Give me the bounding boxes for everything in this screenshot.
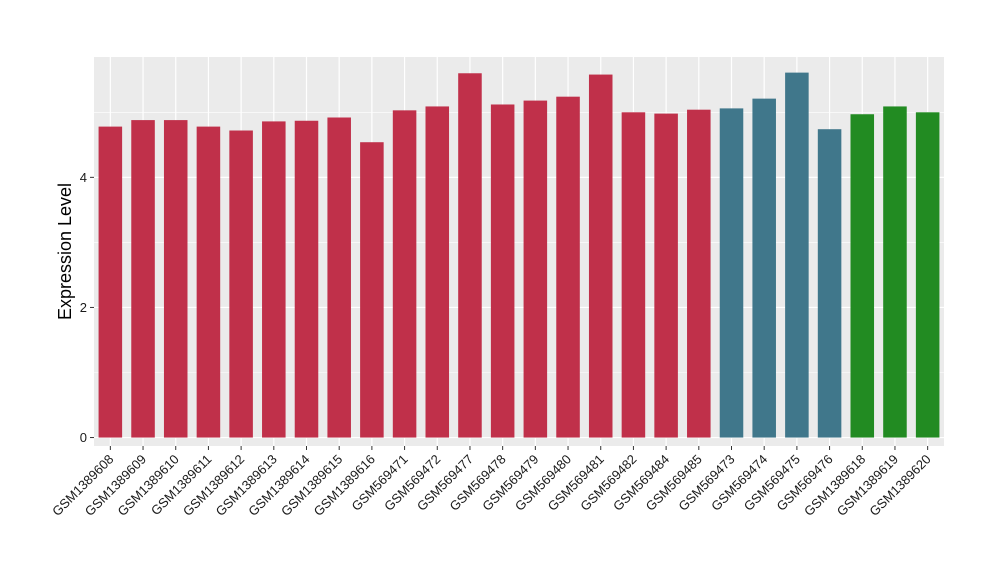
bar bbox=[915, 112, 940, 438]
plot-panel bbox=[94, 57, 944, 446]
y-tick-label: 2 bbox=[80, 300, 87, 315]
bar bbox=[229, 130, 253, 438]
bar bbox=[687, 109, 711, 438]
y-tick-label: 0 bbox=[80, 430, 87, 445]
bar bbox=[458, 73, 482, 438]
bar bbox=[392, 110, 417, 438]
bar bbox=[752, 98, 776, 438]
bar bbox=[621, 112, 646, 438]
bar bbox=[425, 106, 450, 438]
bar bbox=[817, 129, 842, 438]
bar bbox=[196, 126, 221, 438]
bar bbox=[163, 120, 188, 438]
bar bbox=[785, 72, 809, 438]
y-axis-title: Expression Level bbox=[55, 183, 75, 320]
bar bbox=[262, 121, 286, 438]
bar bbox=[556, 96, 580, 438]
bar bbox=[98, 126, 123, 438]
bar bbox=[654, 113, 678, 438]
y-tick-label: 4 bbox=[80, 170, 87, 185]
bar bbox=[327, 117, 351, 438]
bar bbox=[523, 100, 548, 438]
bar bbox=[490, 104, 515, 438]
bar bbox=[131, 120, 155, 438]
bars bbox=[98, 72, 940, 438]
bar bbox=[883, 106, 907, 438]
bar bbox=[719, 108, 744, 438]
bar bbox=[850, 114, 875, 438]
bar bbox=[294, 120, 319, 438]
bar bbox=[360, 142, 384, 438]
x-axis: GSM1389608GSM1389609GSM1389610GSM1389611… bbox=[49, 446, 934, 519]
bar bbox=[588, 74, 613, 438]
y-axis: 0 2 4 bbox=[80, 170, 94, 445]
